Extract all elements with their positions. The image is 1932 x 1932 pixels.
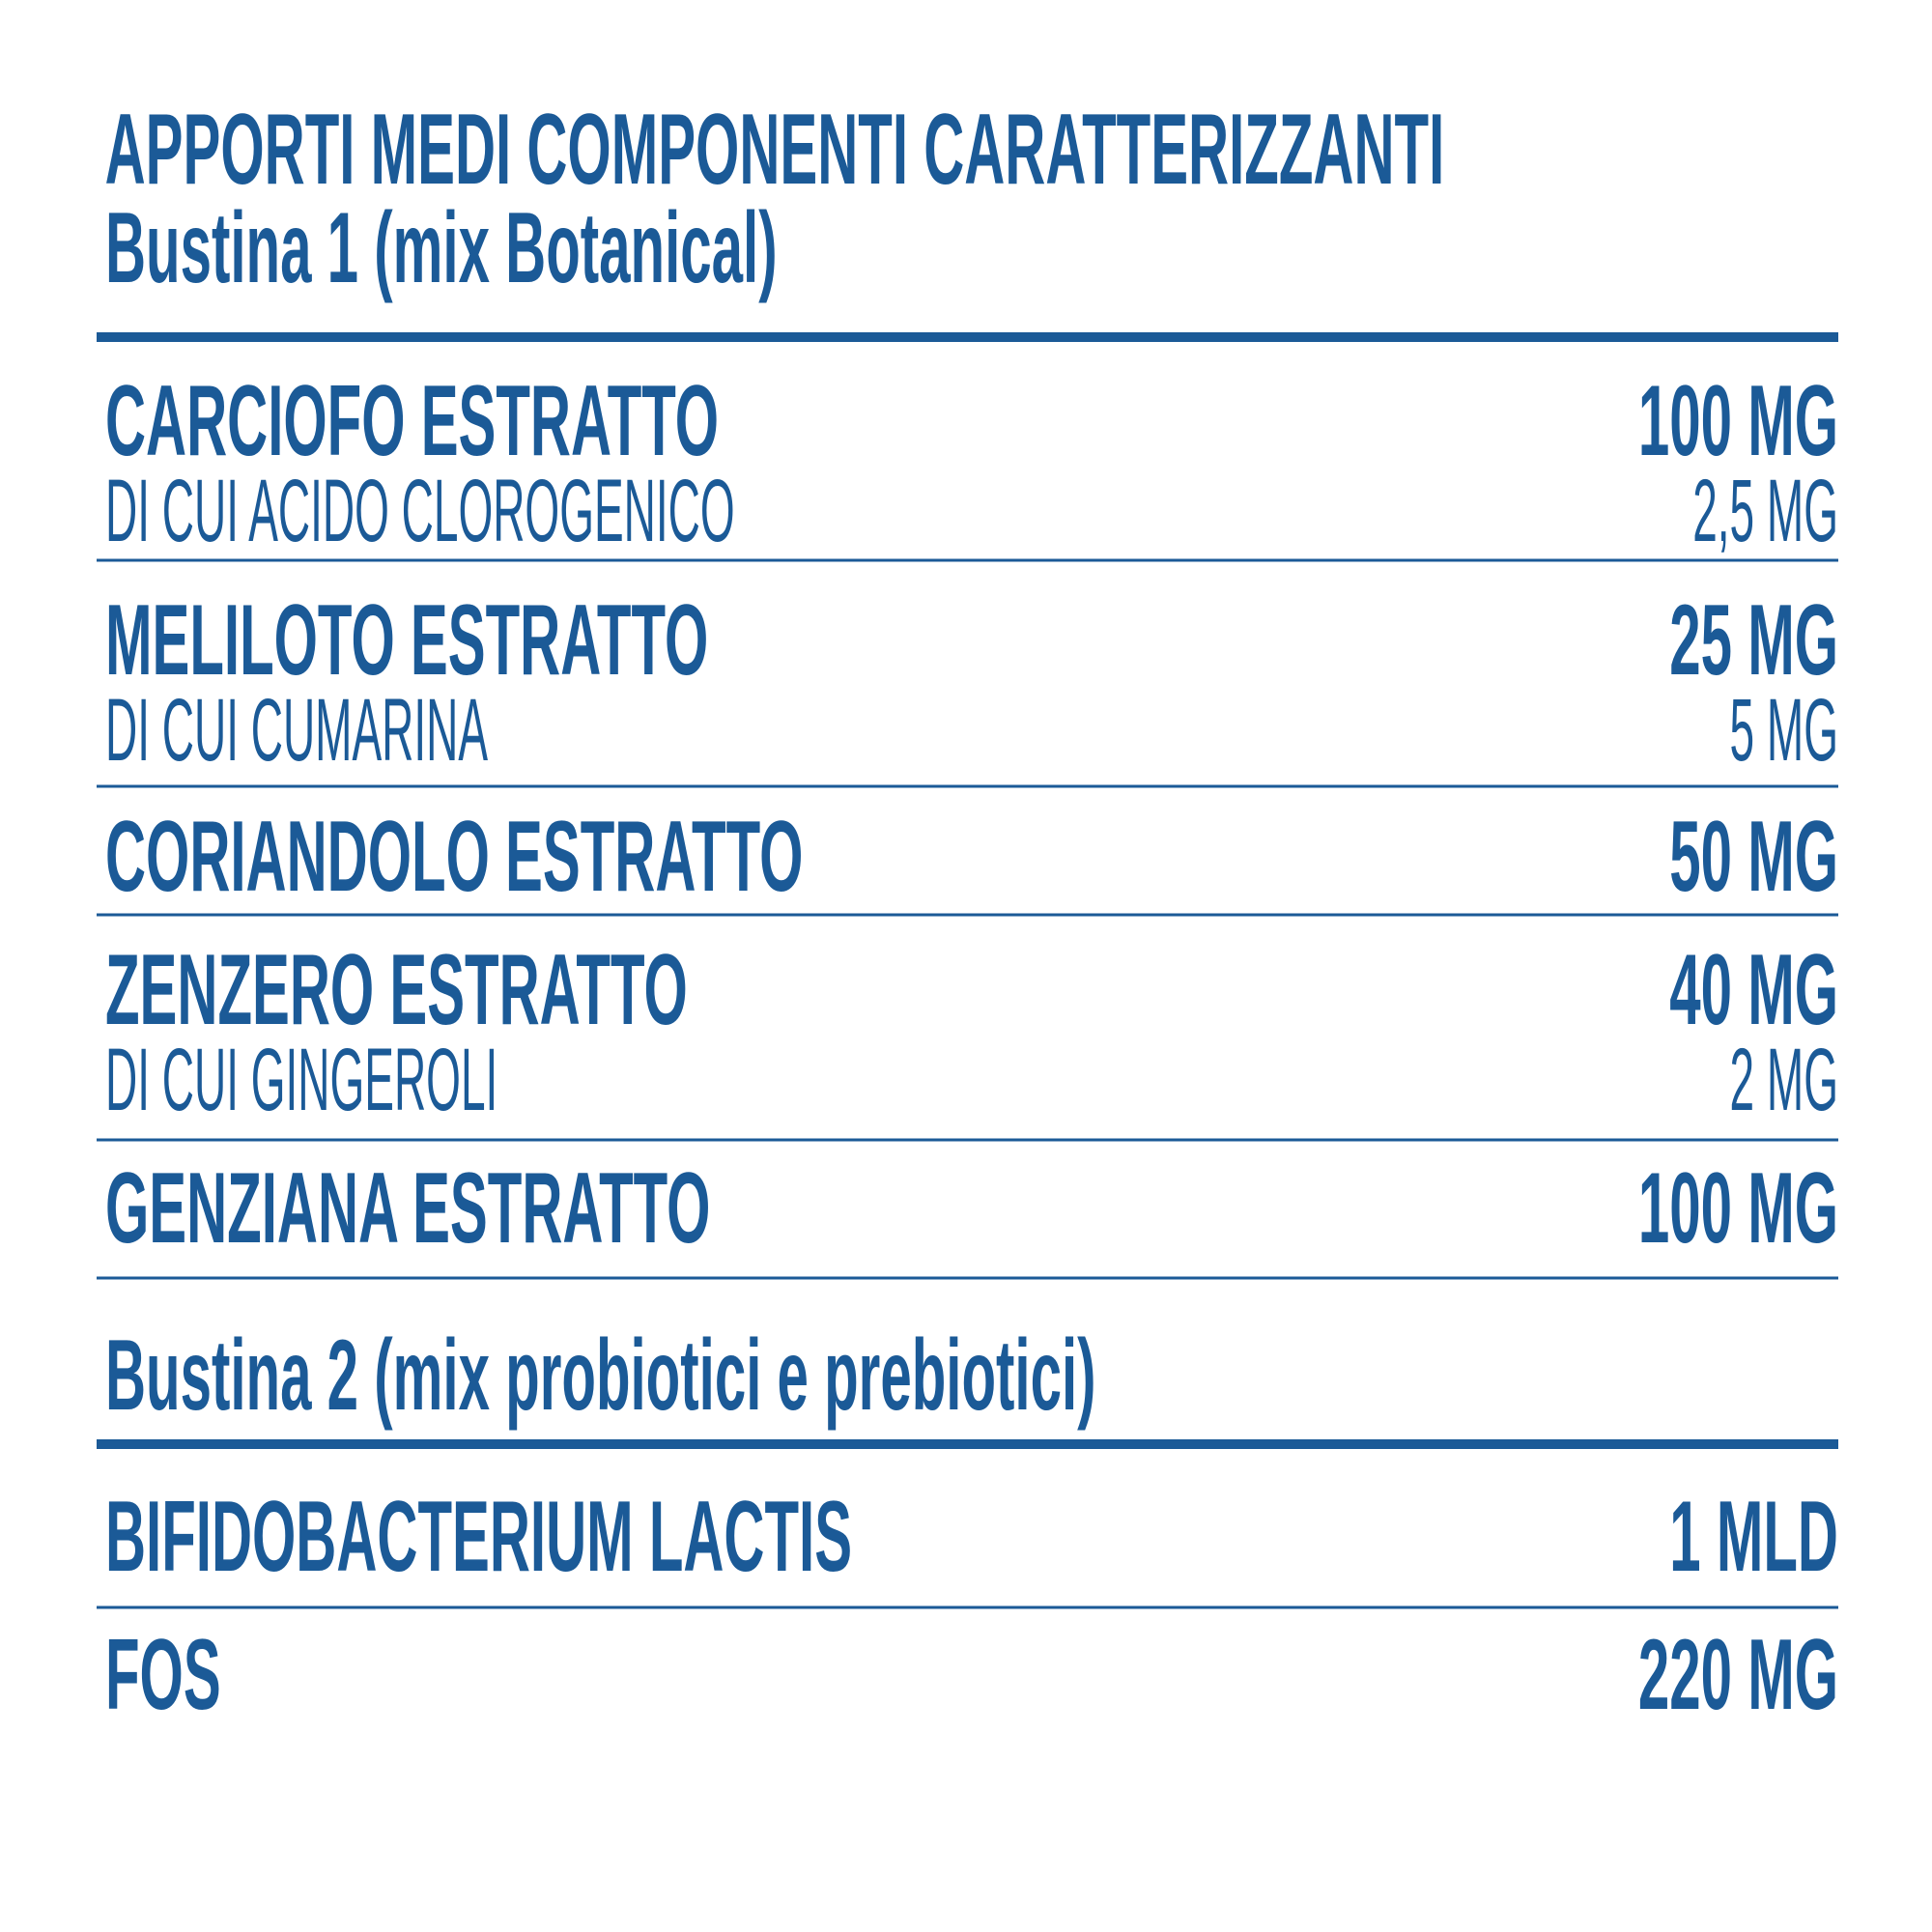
ingredient-name: CORIANDOLO ESTRATTO	[105, 800, 803, 912]
ingredient-amount: 25 MG	[1669, 583, 1838, 696]
sub-component-amount: 2 MG	[1730, 1031, 1838, 1129]
ingredient-name: BIFIDOBACTERIUM LACTIS	[105, 1480, 852, 1592]
ingredient-amount: 100 MG	[1638, 364, 1838, 476]
title: APPORTI MEDI COMPONENTI CARATTERIZZANTI	[105, 93, 1445, 205]
ingredient-amount: 50 MG	[1669, 800, 1838, 912]
sub-component-amount: 5 MG	[1730, 681, 1838, 780]
sub-layer: DI CUI ACIDO CLOROGENICO 2,5 MG DI CUI CUM…	[105, 462, 1838, 1129]
ingredient-amount: 220 MG	[1638, 1618, 1838, 1730]
section-subtitle: Bustina 1 (mix Botanical)	[105, 191, 778, 303]
ingredient-name: FOS	[105, 1618, 221, 1730]
ingredient-name: MELILOTO ESTRATTO	[105, 583, 708, 696]
sub-component-name: DI CUI ACIDO CLOROGENICO	[105, 462, 735, 560]
ingredient-amount: 40 MG	[1669, 933, 1838, 1045]
ingredient-name: CARCIOFO ESTRATTO	[105, 364, 719, 476]
sub-component-name: DI CUI GINGEROLI	[105, 1031, 497, 1129]
sub-component-name: DI CUI CUMARINA	[105, 681, 488, 780]
ingredient-amount: 1 MLD	[1669, 1480, 1838, 1592]
ingredient-amount: 100 MG	[1638, 1151, 1838, 1264]
sub-component-amount: 2,5 MG	[1692, 462, 1838, 560]
text-layer: APPORTI MEDI COMPONENTI CARATTERIZZANTI …	[105, 93, 1838, 1730]
ingredient-name: GENZIANA ESTRATTO	[105, 1151, 710, 1264]
ingredient-name: ZENZERO ESTRATTO	[105, 933, 688, 1045]
section-subtitle: Bustina 2 (mix probiotici e prebiotici)	[105, 1319, 1096, 1431]
